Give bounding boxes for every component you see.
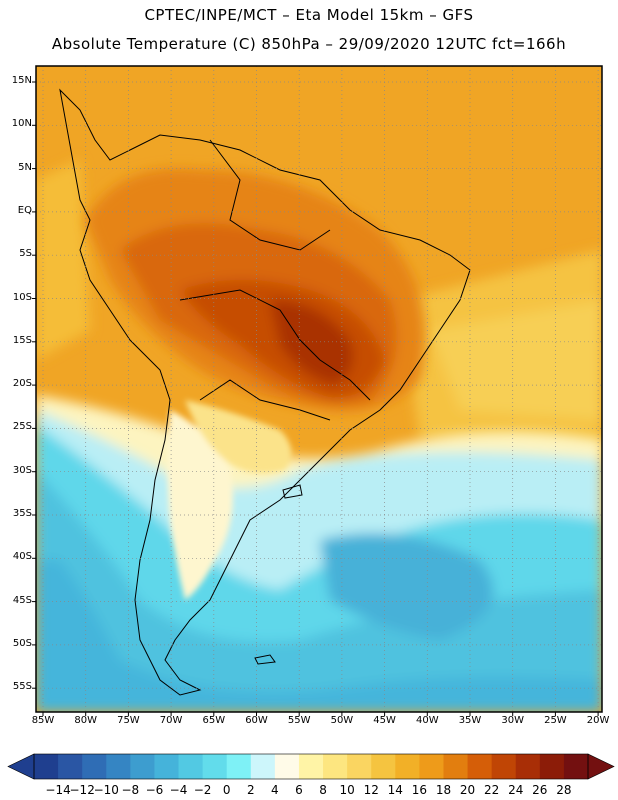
- colorbar-swatch: [467, 754, 493, 779]
- colorbar-swatch: [202, 754, 228, 779]
- lon-label: 35W: [458, 715, 482, 726]
- colorbar-swatch: [298, 754, 324, 779]
- lat-label: 25S: [12, 421, 32, 433]
- colorbar-swatch: [515, 754, 541, 779]
- colorbar-label: −10: [93, 783, 119, 797]
- axis-ticks: [32, 81, 599, 716]
- colorbar-label: 12: [363, 783, 379, 797]
- temperature-field: [36, 66, 602, 712]
- lon-label: 70W: [159, 715, 183, 726]
- colorbar-swatch: [371, 754, 396, 779]
- colorbar-swatch: [539, 754, 565, 779]
- lat-label: 40S: [12, 551, 32, 563]
- colorbar-label: −14: [45, 783, 71, 797]
- colorbar-swatch: [178, 754, 204, 779]
- colorbar-label: −4: [169, 783, 188, 797]
- lon-label: 40W: [415, 715, 439, 726]
- title-line-1: CPTEC/INPE/MCT – Eta Model 15km – GFS: [144, 6, 474, 24]
- lon-label: 85W: [31, 715, 55, 726]
- lon-label: 30W: [501, 715, 524, 726]
- colorbar-label: −12: [69, 783, 95, 797]
- colorbar-swatch: [323, 754, 348, 779]
- lat-label: 50S: [12, 637, 32, 649]
- lat-label: 20S: [12, 378, 32, 390]
- colorbar-swatch: [34, 754, 59, 779]
- title-line-2: Absolute Temperature (C) 850hPa – 29/09/…: [51, 35, 567, 53]
- colorbar-label: 0: [222, 783, 231, 797]
- colorbar-label: 22: [484, 783, 500, 797]
- colorbar-swatch: [274, 754, 300, 779]
- lat-label: EQ: [17, 204, 32, 216]
- colorbar-swatch: [563, 754, 589, 779]
- lon-label: 65W: [202, 715, 226, 726]
- coastlines: [59, 88, 471, 696]
- lat-label: 10N: [11, 118, 32, 130]
- colorbar-label: 4: [271, 783, 279, 797]
- lon-label: 50W: [330, 715, 354, 726]
- lat-label: 55S: [12, 681, 32, 693]
- colorbar-label: −2: [193, 783, 212, 797]
- colorbar-low-arrow: [7, 753, 35, 780]
- lat-label: 45S: [12, 594, 32, 606]
- colorbar-high-arrow: [587, 753, 615, 780]
- lat-label: 10S: [12, 291, 32, 303]
- colorbar-label: 28: [556, 783, 572, 797]
- colorbar-swatch: [226, 754, 252, 779]
- colorbar-outline: [33, 753, 589, 780]
- lon-label: 20W: [586, 715, 610, 726]
- lat-label: 30S: [12, 464, 32, 476]
- colorbar-swatch: [106, 754, 131, 779]
- lat-label: 15N: [11, 75, 32, 86]
- lat-label: 5S: [19, 248, 32, 260]
- lat-label: 35S: [12, 508, 32, 519]
- colorbar-label: 20: [459, 783, 476, 797]
- lon-label: 80W: [74, 715, 97, 726]
- lon-label: 45W: [373, 715, 396, 726]
- colorbar-swatch: [347, 754, 372, 779]
- colorbar-label: 8: [319, 783, 327, 797]
- colorbar-swatch: [491, 754, 517, 779]
- colorbar: [7, 753, 615, 780]
- lon-label: 75W: [117, 715, 140, 726]
- lat-label: 5N: [18, 161, 32, 173]
- colorbar-swatch: [82, 754, 107, 779]
- colorbar-swatch: [154, 754, 180, 779]
- lon-label: 25W: [544, 715, 567, 726]
- colorbar-label: 16: [411, 783, 428, 797]
- colorbar-label: 18: [435, 783, 452, 797]
- colorbar-label: 14: [387, 783, 403, 797]
- colorbar-swatch: [443, 754, 469, 779]
- colorbar-swatch: [419, 754, 444, 779]
- colorbar-label: 10: [339, 783, 355, 797]
- colorbar-swatch: [395, 754, 420, 779]
- lon-label: 55W: [287, 715, 311, 726]
- colorbar-label: −8: [121, 783, 140, 797]
- lat-label: 15S: [12, 334, 32, 346]
- map-frame: [35, 65, 603, 713]
- colorbar-label: 2: [246, 783, 255, 797]
- colorbar-label: 26: [532, 783, 548, 797]
- colorbar-swatch: [58, 754, 83, 779]
- lon-label: 60W: [245, 715, 268, 726]
- colorbar-label: −6: [145, 783, 164, 797]
- colorbar-label: 24: [508, 783, 524, 797]
- colorbar-label: 6: [295, 783, 303, 797]
- colorbar-swatch: [130, 754, 155, 779]
- colorbar-swatch: [250, 754, 276, 779]
